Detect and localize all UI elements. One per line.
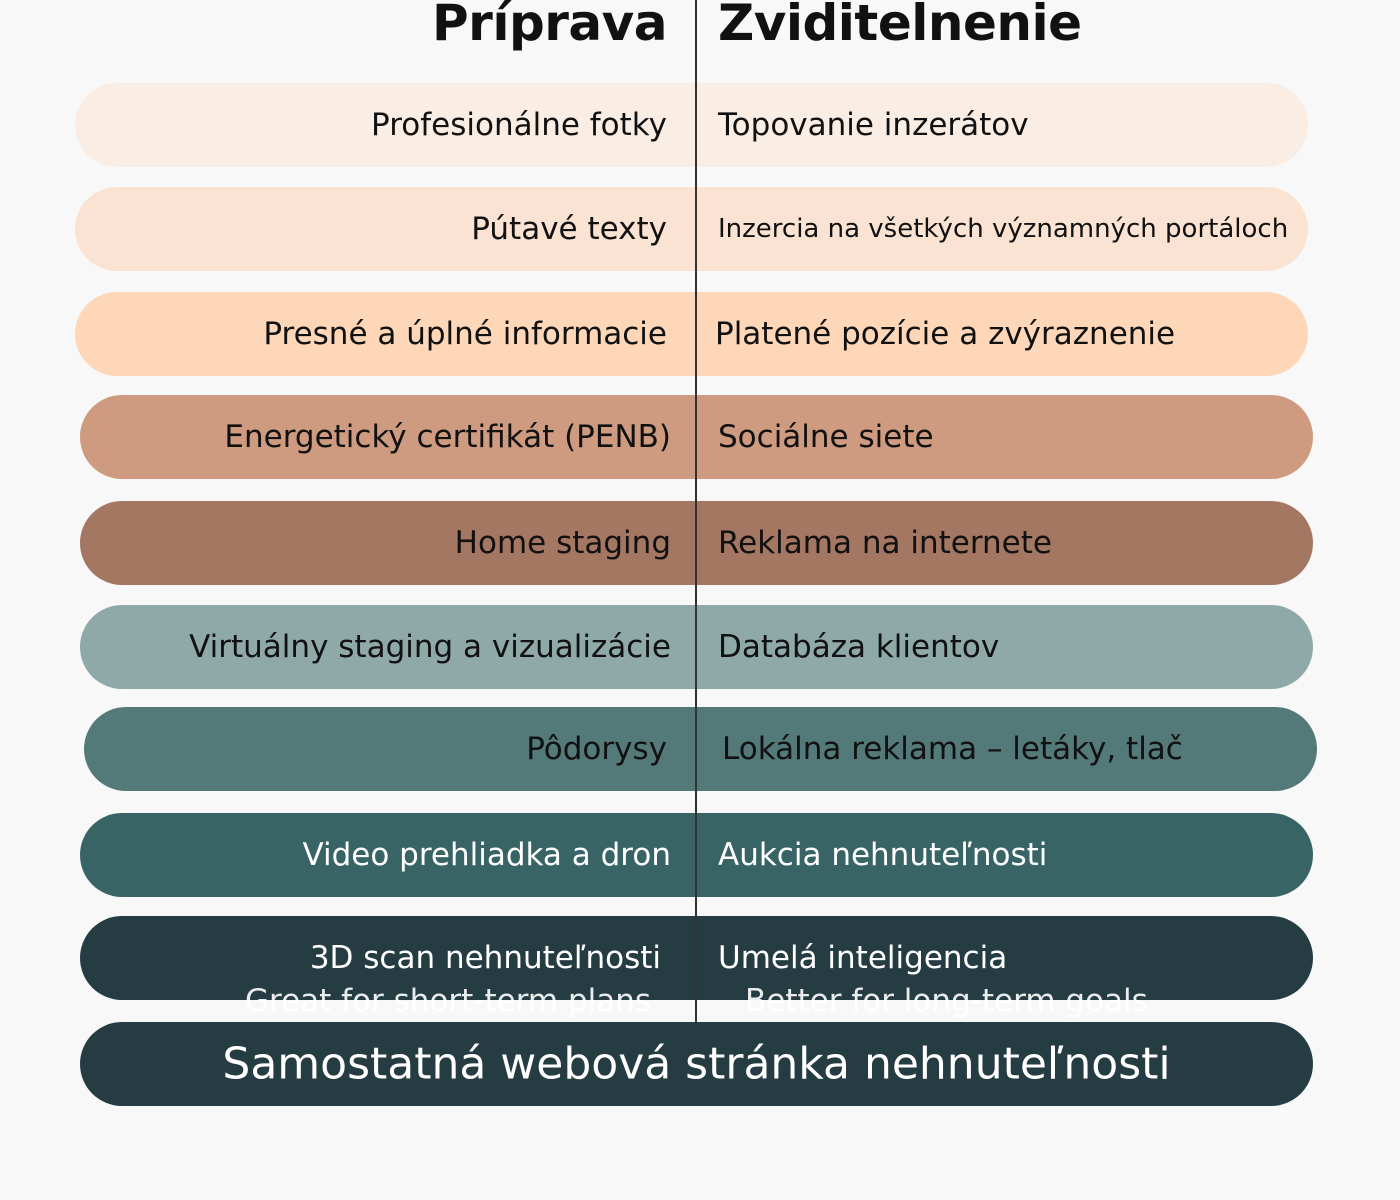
row-left-label: Pútavé texty <box>471 211 667 247</box>
row-left-label: Pôdorysy <box>526 731 667 767</box>
row-right-label: Platené pozície a zvýraznenie <box>715 316 1176 352</box>
row-left-label: Home staging <box>454 525 671 561</box>
row-left-label: Energetický certifikát (PENB) <box>224 419 671 455</box>
row-left-label: Video prehliadka a dron <box>302 837 671 873</box>
row-right-label: Topovanie inzerátov <box>718 107 1029 143</box>
footer-label: Samostatná webová stránka nehnuteľnosti <box>222 1038 1171 1090</box>
row-left-label: Profesionálne fotky <box>371 107 667 143</box>
row-pill: Virtuálny staging a vizualizácie Databáza… <box>80 605 1313 689</box>
ghost-text-left: Great for short-term plans <box>245 983 652 1019</box>
row-pill: Profesionálne fotky Topovanie inzerátov <box>75 83 1308 167</box>
row-right-label: Reklama na internete <box>718 525 1052 561</box>
row-pill: Pôdorysy Lokálna reklama – letáky, tlač <box>84 707 1317 791</box>
row-pill: Video prehliadka a dron Aukcia nehnuteľno… <box>80 813 1313 897</box>
row-right-label: Inzercia na všetkých významných portáloc… <box>718 214 1289 244</box>
header-left: Príprava <box>432 0 667 52</box>
row-left-label: 3D scan nehnuteľnosti <box>309 940 661 976</box>
row-left-label: Virtuálny staging a vizualizácie <box>189 629 671 665</box>
ghost-text-right: Better for long-term goals <box>745 983 1148 1019</box>
row-pill: Home staging Reklama na internete <box>80 501 1313 585</box>
row-left-label: Presné a úplné informacie <box>263 316 667 352</box>
column-divider <box>695 0 697 1022</box>
footer-pill: Samostatná webová stránka nehnuteľnosti <box>80 1022 1313 1106</box>
row-right-label: Aukcia nehnuteľnosti <box>718 837 1048 873</box>
header-right: Zviditelnenie <box>718 0 1082 52</box>
row-pill: Presné a úplné informacie Platené pozície… <box>75 292 1308 376</box>
row-pill: Pútavé texty Inzercia na všetkých významn… <box>75 187 1308 271</box>
row-right-label: Lokálna reklama – letáky, tlač <box>722 731 1183 767</box>
row-pill: 3D scan nehnuteľnosti Umelá inteligencia <box>80 916 1313 1000</box>
row-pill: Energetický certifikát (PENB) Sociálne si… <box>80 395 1313 479</box>
row-right-label: Sociálne siete <box>718 419 934 455</box>
row-right-label: Databáza klientov <box>718 629 1000 665</box>
row-right-label: Umelá inteligencia <box>718 940 1008 976</box>
